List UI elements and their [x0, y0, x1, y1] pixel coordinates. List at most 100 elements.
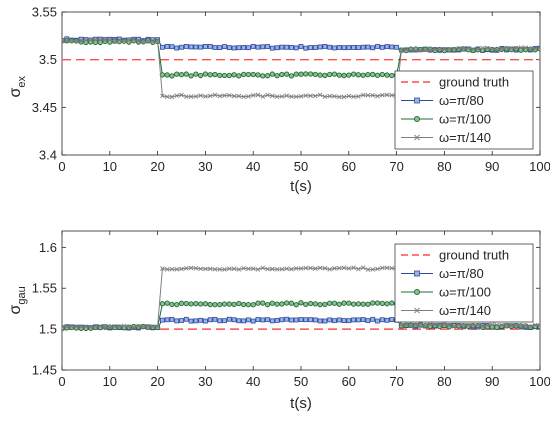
data-point-x	[174, 93, 180, 99]
y-axis-label: σex	[7, 76, 28, 98]
data-point-square	[207, 44, 213, 49]
data-point-x	[260, 265, 266, 271]
data-point-square	[279, 44, 285, 50]
data-point-square	[260, 317, 266, 323]
x-tick-label: 30	[198, 374, 212, 389]
data-point-square	[222, 318, 227, 324]
data-point-circle	[360, 301, 366, 307]
data-point-square	[274, 45, 280, 51]
data-point-circle	[159, 301, 166, 307]
data-point-x	[351, 265, 356, 271]
data-point-circle	[389, 300, 395, 306]
data-point-x	[117, 37, 122, 43]
data-point-x	[188, 94, 194, 99]
data-point-x	[131, 324, 137, 330]
legend-label: ground truth	[439, 75, 509, 90]
data-point-x	[399, 47, 404, 53]
data-point-circle	[245, 71, 252, 78]
data-point-square	[298, 44, 304, 49]
data-point-square	[384, 317, 390, 323]
y-tick-label: 1.5	[39, 322, 57, 337]
data-point-x	[217, 266, 223, 272]
data-point-circle	[365, 72, 371, 78]
data-point-circle	[403, 47, 409, 54]
data-point-x	[212, 92, 218, 98]
data-point-circle	[288, 73, 295, 79]
data-point-x	[274, 267, 280, 272]
series-group	[62, 265, 540, 332]
data-point-x	[236, 267, 242, 272]
data-point-x	[212, 267, 218, 272]
data-point-x	[270, 93, 275, 99]
data-point-circle	[327, 300, 333, 306]
data-point-square	[226, 316, 232, 322]
data-point-x	[284, 93, 289, 99]
data-point-circle	[274, 301, 280, 307]
data-point-square	[322, 318, 328, 324]
y-tick-label: 1.55	[32, 281, 57, 296]
legend-label: ω=π/140	[439, 303, 491, 318]
data-point-x	[308, 265, 313, 271]
data-point-circle	[279, 301, 285, 307]
data-point-x	[117, 324, 122, 329]
data-point-x	[313, 266, 318, 271]
data-point-circle	[341, 72, 347, 79]
data-point-square	[255, 317, 261, 322]
data-point-circle	[350, 301, 357, 307]
data-point-square	[308, 45, 313, 50]
data-point-x	[293, 94, 299, 100]
data-point-x	[78, 39, 84, 44]
data-point-x	[74, 324, 79, 329]
data-point-x	[112, 324, 117, 329]
data-point-x	[265, 266, 270, 272]
data-point-circle	[207, 301, 213, 308]
chart-panel-1: 0 10 20 30 40 50 60 70 80 90 100 3.4 3.45 3.5 3.55 t(s)…	[7, 5, 550, 196]
data-point-x	[408, 323, 414, 328]
data-point-square	[332, 318, 337, 324]
data-point-circle	[341, 300, 347, 306]
data-point-x	[499, 46, 505, 52]
data-point-circle	[513, 46, 519, 52]
data-point-x	[279, 94, 285, 99]
data-point-x	[241, 94, 246, 100]
data-point-x	[246, 94, 251, 99]
data-point-x	[188, 265, 194, 271]
data-point-x	[470, 322, 476, 328]
data-point-circle	[250, 302, 256, 308]
data-point-circle	[145, 324, 151, 330]
data-point-x	[231, 93, 237, 99]
data-point-square	[351, 317, 356, 323]
data-point-circle	[303, 301, 309, 307]
data-point-x	[303, 265, 309, 271]
data-point-square	[231, 45, 237, 51]
data-point-square	[193, 44, 199, 50]
data-point-x	[289, 94, 294, 99]
legend-marker-circle	[413, 288, 421, 296]
data-point-square	[241, 318, 247, 324]
data-point-x	[504, 45, 509, 51]
legend-label: ω=π/140	[439, 130, 491, 145]
data-point-x	[88, 37, 93, 43]
data-point-x	[97, 323, 103, 329]
x-tick-label: 90	[485, 374, 499, 389]
data-point-square	[202, 318, 208, 324]
data-point-square	[289, 317, 294, 323]
data-point-x	[418, 322, 423, 327]
data-point-circle	[221, 72, 228, 79]
data-point-x	[102, 37, 108, 43]
data-point-x	[112, 39, 117, 44]
data-point-circle	[255, 300, 261, 306]
data-point-x	[207, 93, 213, 99]
data-point-x	[236, 93, 242, 99]
data-point-x	[470, 46, 476, 52]
x-tick-label: 50	[294, 374, 308, 389]
data-point-square	[183, 316, 189, 322]
data-point-square	[269, 45, 275, 51]
data-point-x	[489, 46, 495, 52]
data-point-x	[379, 265, 385, 271]
data-point-circle	[193, 301, 199, 307]
legend-label: ω=π/100	[439, 112, 491, 127]
data-point-x	[451, 323, 457, 329]
data-point-x	[332, 93, 337, 99]
